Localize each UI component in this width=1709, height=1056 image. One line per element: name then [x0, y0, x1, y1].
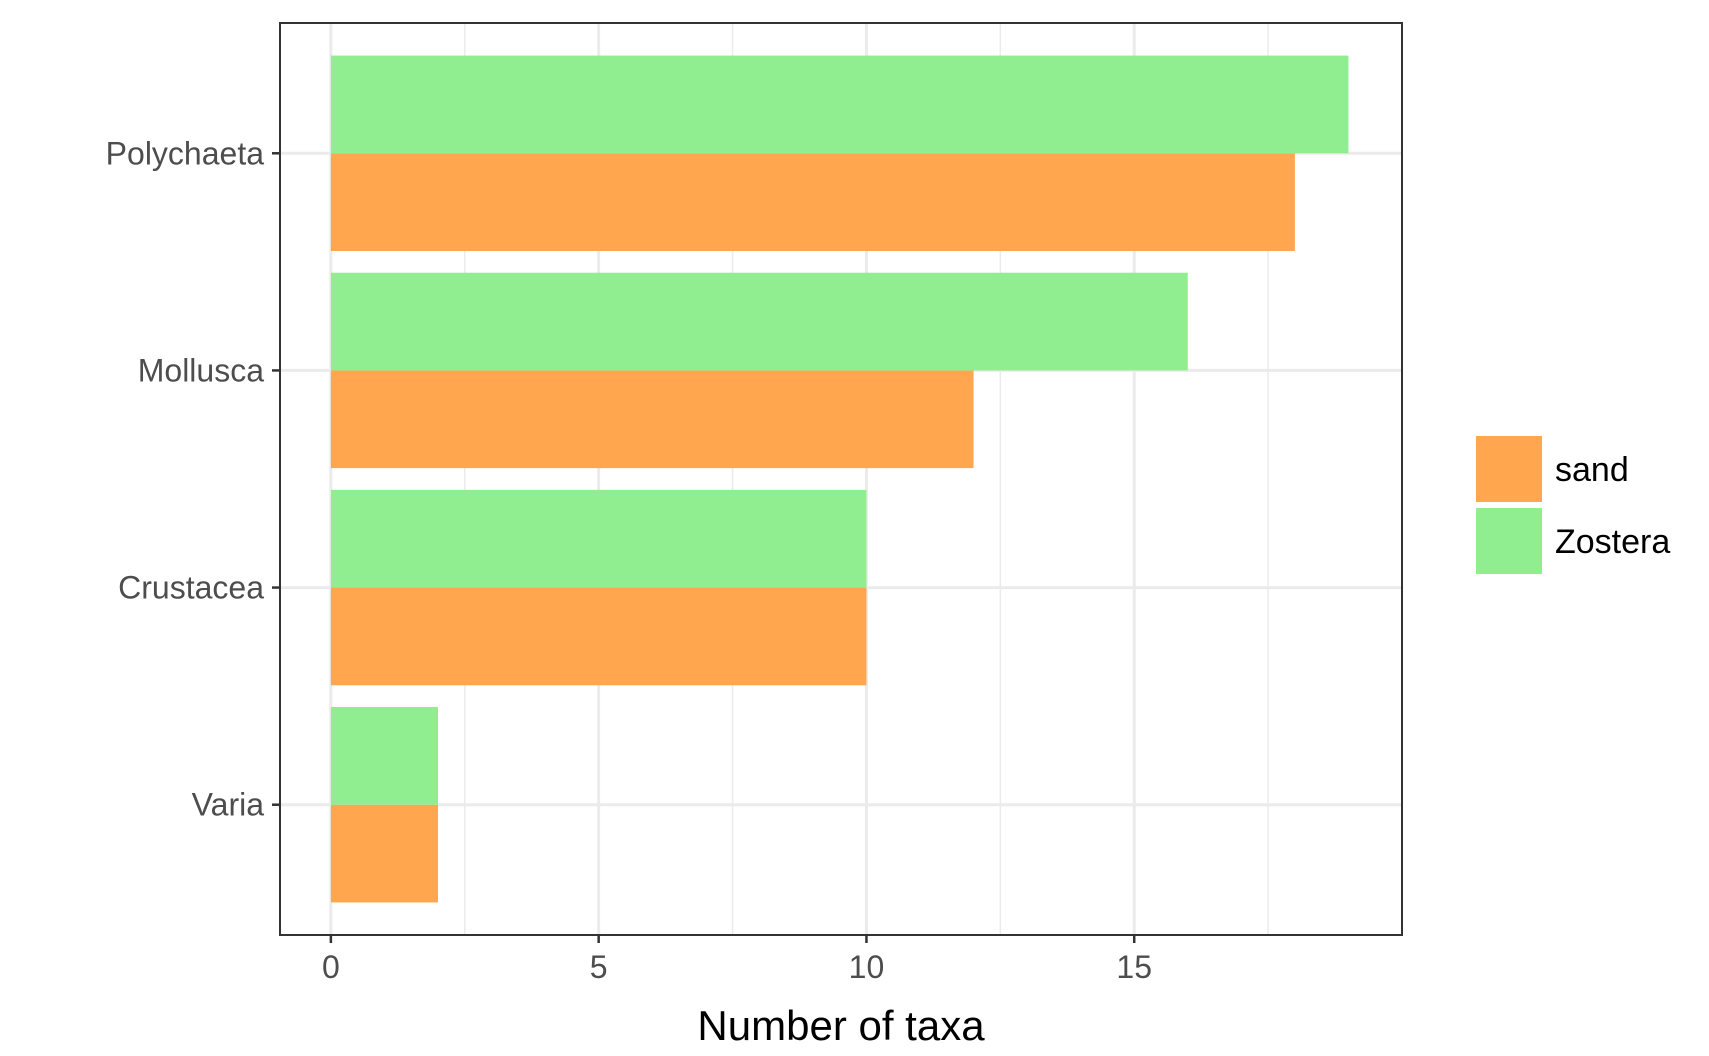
x-tick-label: 5 [590, 949, 608, 985]
bar-zostera-mollusca [330, 272, 1188, 371]
bar-zostera-varia [330, 707, 438, 805]
x-axis-title: Number of taxa [697, 1002, 985, 1049]
y-tick-label: Varia [192, 787, 265, 823]
bar-sand-crustacea [330, 587, 867, 686]
x-tick-label: 0 [322, 949, 340, 985]
bars [330, 55, 1349, 903]
bar-zostera-crustacea [330, 489, 867, 588]
legend-label-sand: sand [1555, 451, 1629, 489]
legend-key-sand [1476, 436, 1542, 502]
y-tick-label: Polychaeta [106, 135, 265, 171]
y-tick-label: Crustacea [118, 570, 264, 606]
legend-key-zostera [1476, 508, 1542, 574]
x-tick-label: 15 [1116, 949, 1152, 985]
x-tick-label: 10 [849, 949, 885, 985]
bar-sand-mollusca [330, 370, 974, 469]
legend-label-zostera: Zostera [1555, 523, 1670, 561]
x-axis: 0 5 10 15 [322, 935, 1152, 985]
bar-sand-polychaeta [330, 153, 1295, 251]
y-axis: Polychaeta Mollusca Crustacea Varia [106, 135, 280, 823]
plot-border [279, 22, 1403, 936]
y-tick-label: Mollusca [138, 352, 264, 388]
bar-sand-varia [330, 804, 438, 903]
legend: sand Zostera [1476, 436, 1670, 574]
bar-zostera-polychaeta [330, 55, 1349, 154]
